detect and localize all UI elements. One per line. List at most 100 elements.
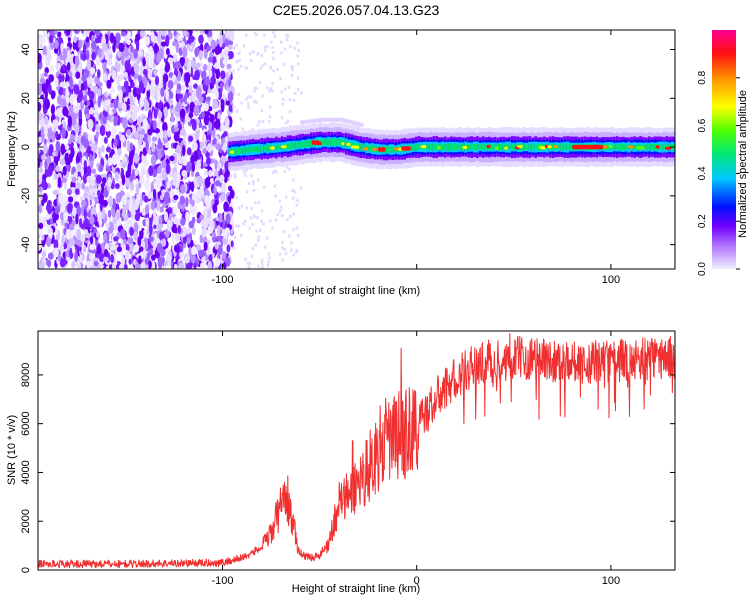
noise-cell [159,205,164,213]
noise-cell [47,127,53,140]
noise-cell [93,260,99,267]
noise-speck [258,80,262,84]
noise-cell [40,128,45,141]
noise-cell [41,234,45,241]
noise-cell [62,64,66,72]
noise-speck [238,59,241,63]
noise-cell [150,154,157,167]
ridge-peak [311,140,320,145]
noise-cell [98,113,103,120]
ridge-cell [566,144,570,150]
noise-cell [217,224,221,237]
ridge-cell [277,145,282,150]
noise-cell [182,158,188,166]
noise-cell [175,88,181,94]
ridge-cell [621,143,626,151]
noise-cell [191,198,195,207]
ridge-halo [319,117,325,122]
noise-cell [161,121,168,133]
noise-cell [209,114,215,123]
noise-speck [244,257,247,261]
noise-speck [252,179,255,183]
noise-cell [43,216,47,228]
noise-speck [279,205,283,209]
y-tick-label: 8000 [20,363,32,387]
noise-cell [220,122,225,132]
ridge-cell [266,145,270,152]
noise-speck [250,254,254,258]
spectrogram-heatmap [38,30,675,269]
noise-cell [138,255,142,265]
noise-cell [224,136,229,143]
noise-cell [157,111,163,119]
noise-cell [168,98,173,106]
noise-cell [62,165,67,176]
noise-speck [255,86,258,90]
noise-cell [44,98,51,110]
noise-cell [46,45,51,54]
noise-cell [206,156,211,166]
ridge-hotspot [608,144,614,149]
noise-cell [198,122,203,128]
noise-cell [73,35,78,44]
ridge-cell [647,144,652,151]
ridge-cell [624,144,629,150]
snr-series-line [38,332,675,569]
colorbar-tick-label: 0.8 [697,70,708,84]
noise-cell [147,128,152,136]
noise-cell [102,266,107,269]
noise-cell [78,134,82,145]
ridge-cell [274,144,279,151]
noise-cell [163,211,169,223]
noise-speck [294,91,297,95]
noise-cell [123,220,130,230]
ridge-cell [490,144,495,150]
noise-cell [128,197,134,207]
ridge-cell [411,144,416,151]
noise-cell [98,217,103,228]
noise-cell [201,227,207,238]
noise-speck [261,94,264,98]
noise-speck [232,105,235,109]
noise-speck [274,170,278,174]
noise-cell [172,206,178,215]
ridge-cell [286,143,291,150]
colorbar-tick-label: 0.2 [697,214,708,228]
noise-cell [55,140,61,152]
noise-cell [67,49,71,60]
ridge-peak [572,144,604,150]
ridge-cell [417,144,422,150]
noise-cell [120,228,126,240]
noise-cell [156,52,162,64]
noise-speck [283,248,286,252]
noise-cell [42,192,48,203]
noise-speck [233,173,237,177]
noise-speck [237,68,240,72]
ridge-cell [612,144,617,150]
noise-cell [173,244,180,253]
noise-cell [118,88,123,101]
noise-cell [105,166,111,173]
noise-cell [193,262,197,269]
noise-cell [137,235,142,247]
noise-cell [180,184,186,194]
noise-cell [89,244,96,251]
noise-cell [86,260,91,269]
noise-cell [118,42,125,52]
colorbar-label: Normalized spectral amplitude [737,90,749,238]
noise-cell [71,245,76,254]
noise-cell [38,102,42,112]
noise-cell [85,36,90,43]
noise-speck [244,173,247,177]
noise-cell [225,117,230,128]
noise-cell [81,182,86,190]
noise-speck [287,85,291,89]
ridge-cell [426,144,430,150]
noise-speck [251,128,254,132]
ridge-cell [239,147,244,154]
noise-speck [295,248,299,252]
noise-cell [221,182,227,193]
noise-cell [78,109,83,120]
noise-cell [157,32,162,44]
ridge-halo [350,120,356,125]
